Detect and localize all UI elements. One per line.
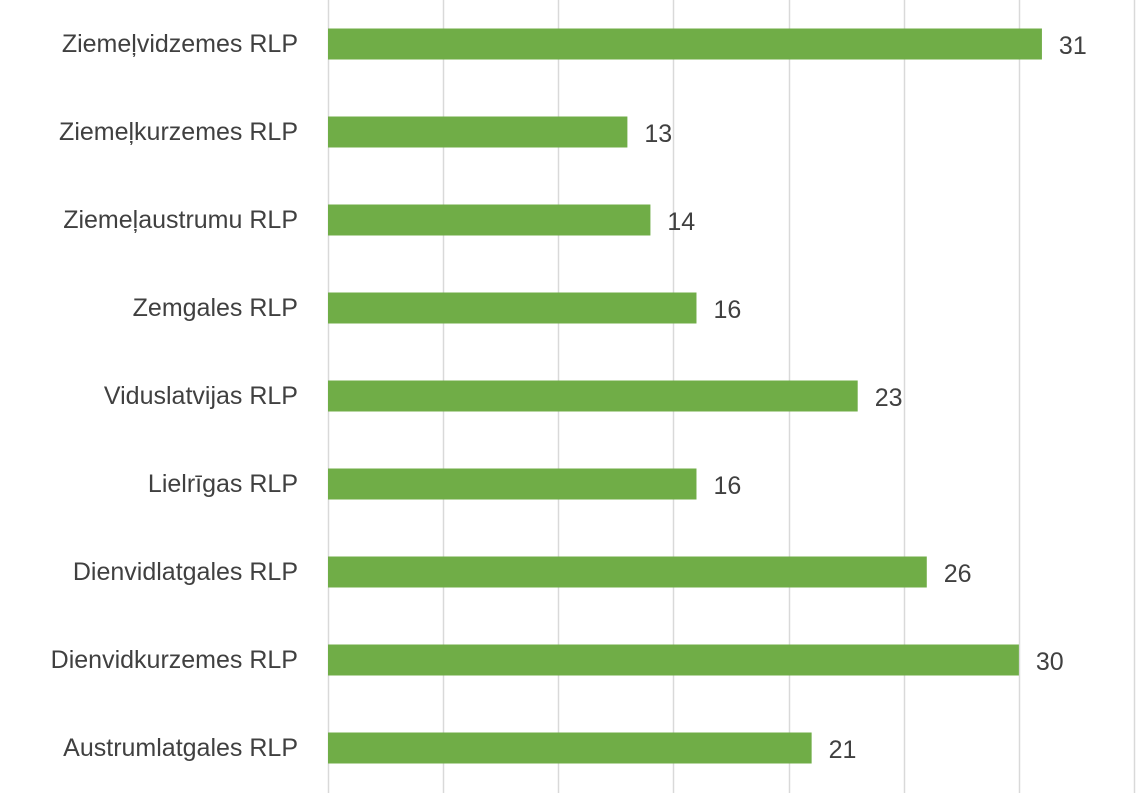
data-label: 23 bbox=[875, 384, 903, 412]
bar bbox=[328, 556, 927, 588]
bar bbox=[328, 468, 697, 500]
bar bbox=[328, 116, 628, 148]
data-label: 16 bbox=[713, 296, 741, 324]
category-label: Ziemeļkurzemes RLP bbox=[59, 118, 298, 146]
category-label: Ziemeļaustrumu RLP bbox=[63, 206, 298, 234]
bar bbox=[328, 644, 1019, 676]
data-labels: 31 13 14 16 23 16 26 30 21 bbox=[644, 32, 1086, 764]
data-label: 31 bbox=[1059, 32, 1087, 60]
data-label: 26 bbox=[944, 560, 972, 588]
data-label: 30 bbox=[1036, 648, 1064, 676]
category-label: Dienvidkurzemes RLP bbox=[51, 646, 298, 674]
bars bbox=[328, 28, 1042, 764]
bar bbox=[328, 380, 858, 412]
category-labels: Ziemeļvidzemes RLP Ziemeļkurzemes RLP Ziem… bbox=[51, 30, 298, 762]
bar bbox=[328, 292, 697, 324]
category-label: Zemgales RLP bbox=[133, 294, 298, 322]
data-label: 13 bbox=[644, 120, 672, 148]
bar bbox=[328, 204, 651, 236]
category-label: Dienvidlatgales RLP bbox=[73, 558, 298, 586]
data-label: 14 bbox=[667, 208, 695, 236]
category-label: Ziemeļvidzemes RLP bbox=[62, 30, 298, 58]
category-label: Lielrīgas RLP bbox=[148, 470, 298, 498]
category-label: Viduslatvijas RLP bbox=[104, 382, 298, 410]
data-label: 21 bbox=[829, 736, 857, 764]
data-label: 16 bbox=[713, 472, 741, 500]
category-label: Austrumlatgales RLP bbox=[63, 734, 298, 762]
bar bbox=[328, 28, 1042, 60]
bar bbox=[328, 732, 812, 764]
